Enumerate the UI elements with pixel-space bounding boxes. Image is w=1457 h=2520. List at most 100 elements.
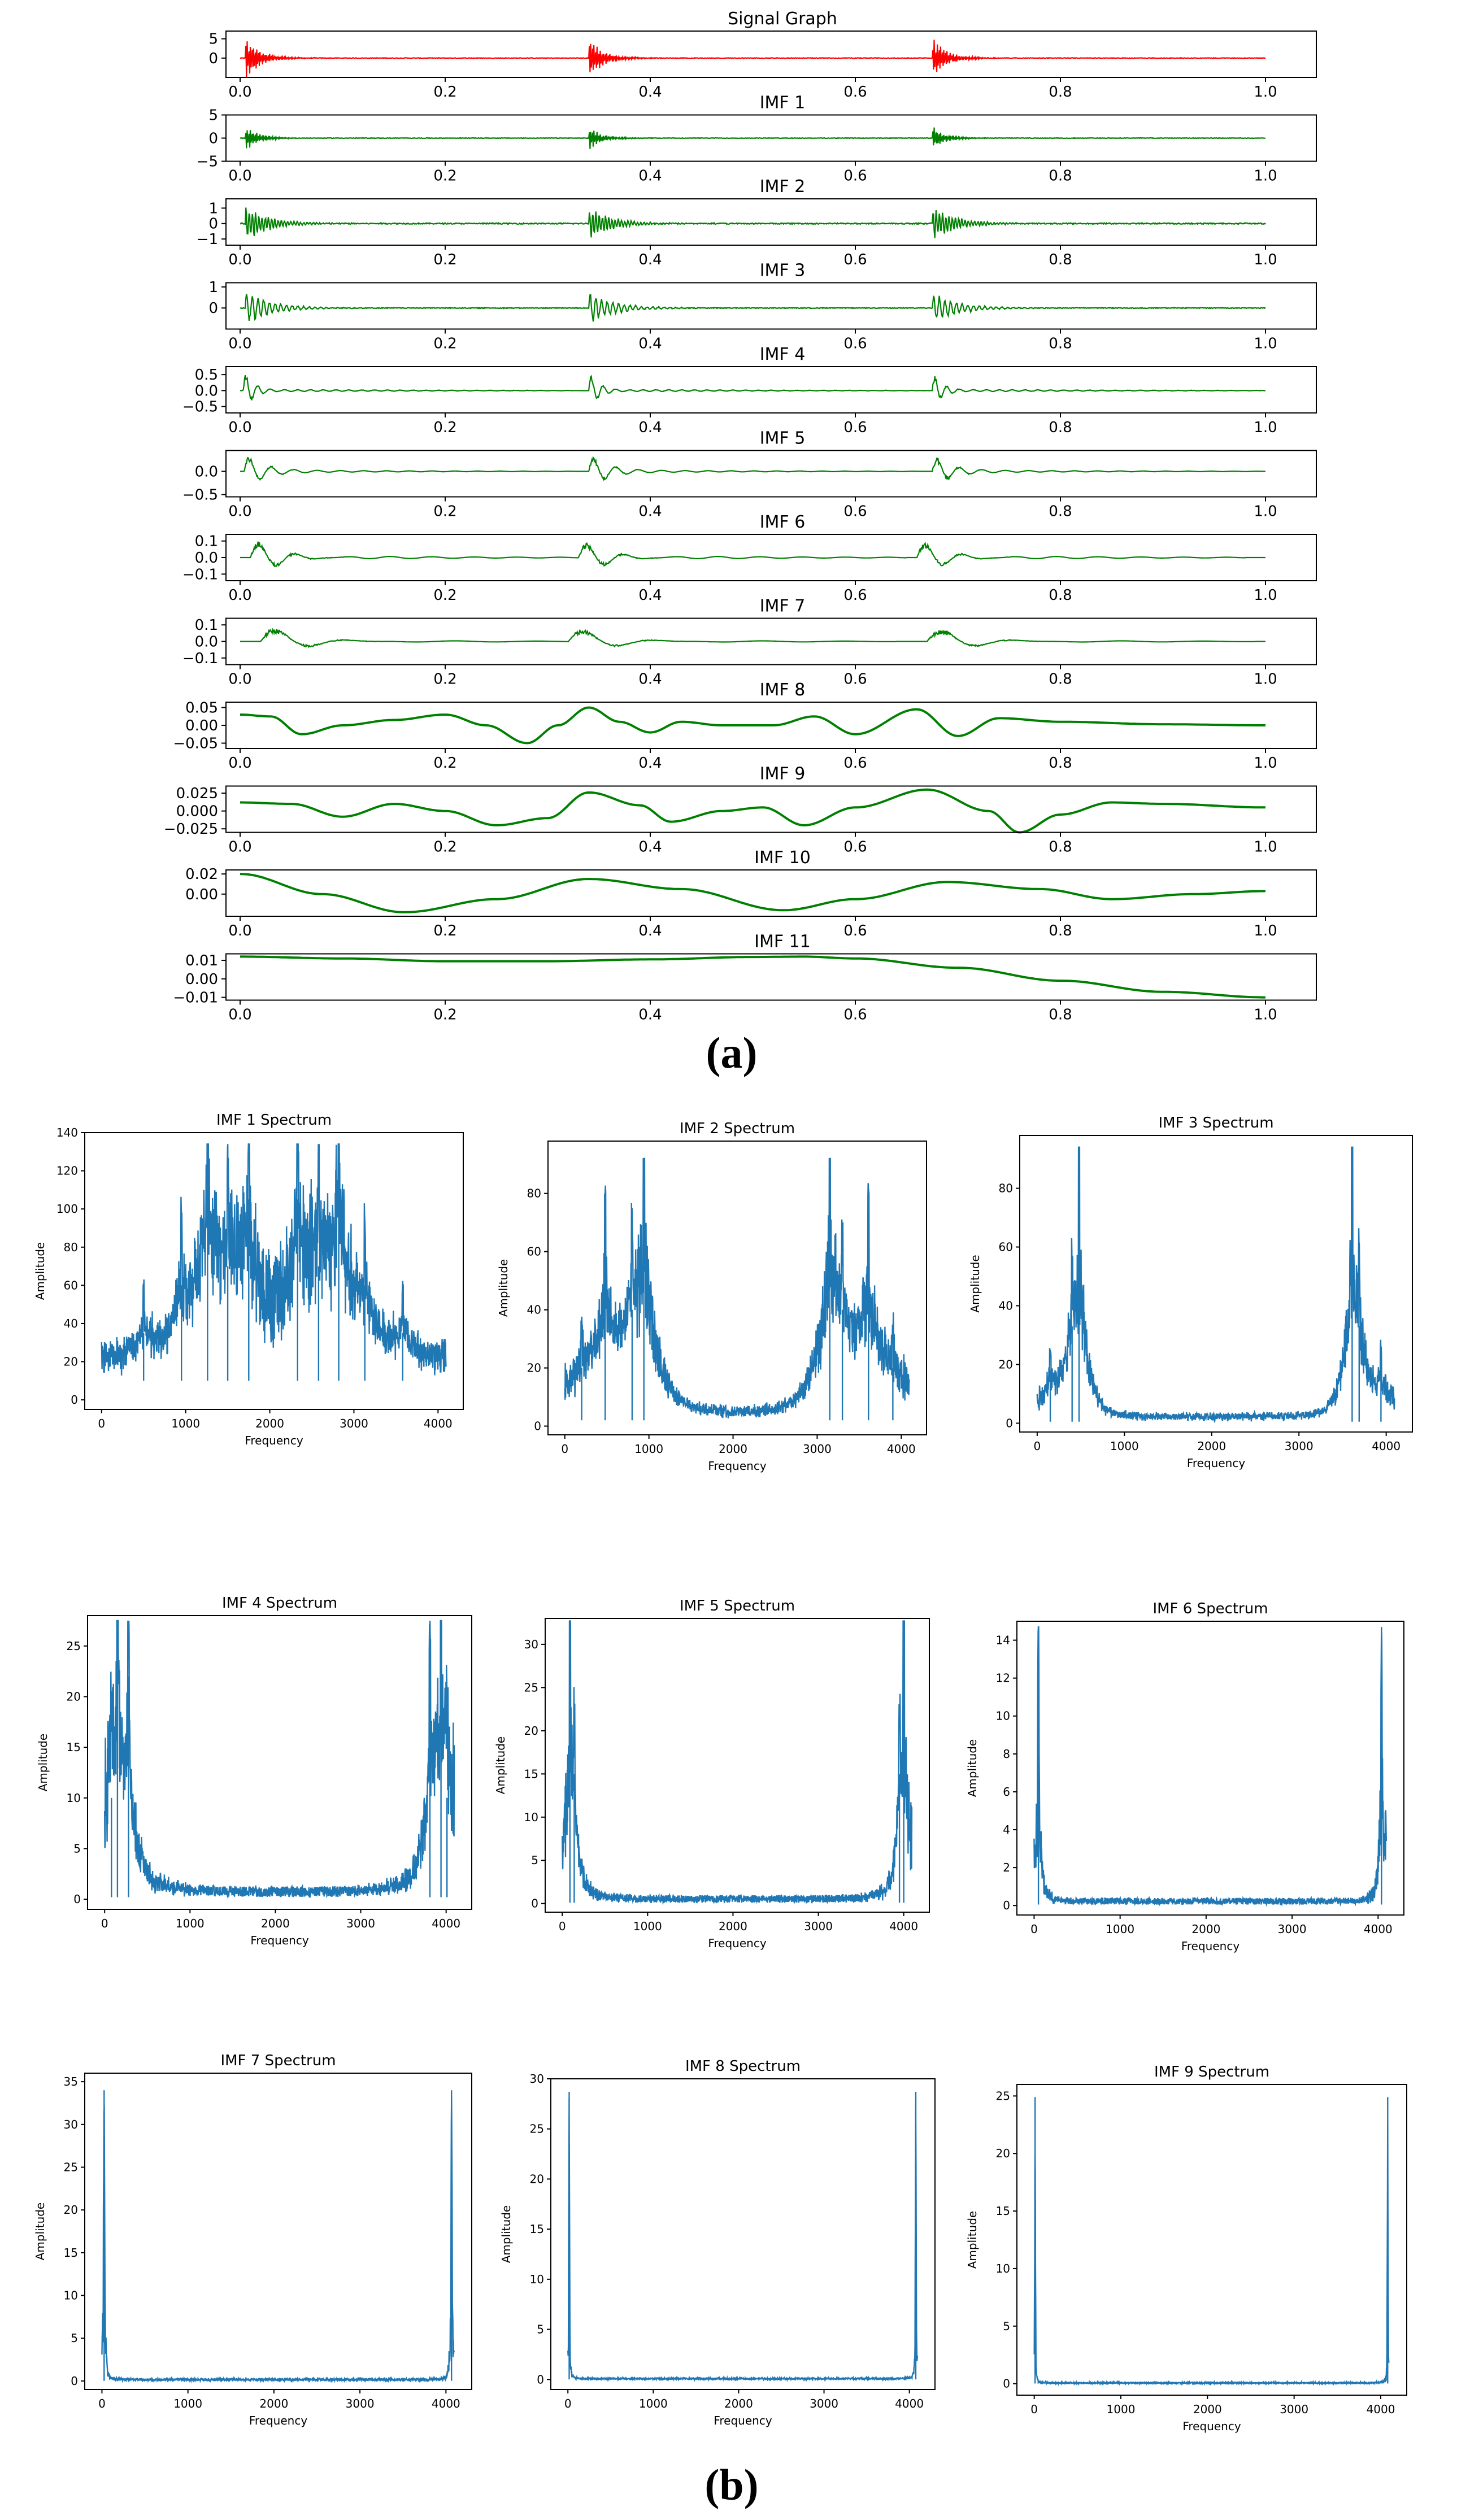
imf-2-xtick-label: 1.0 xyxy=(1254,251,1277,268)
spectrum-5-xtick-label: 1000 xyxy=(633,1920,662,1933)
spectrum-8-ylabel: Amplitude xyxy=(499,2205,513,2264)
spectrum-1-ylabel: Amplitude xyxy=(33,1242,47,1300)
imf-7-ytick-label: 0.1 xyxy=(195,617,218,634)
signal-line xyxy=(240,40,1266,78)
spectrum-2-ylabel: Amplitude xyxy=(497,1259,510,1317)
imf-3-xtick-label: 0.0 xyxy=(228,336,251,352)
spectrum-7-line xyxy=(101,2090,455,2384)
signal-xtick-label: 1.0 xyxy=(1254,84,1277,101)
spectrum-5-xtick-label: 3000 xyxy=(804,1920,833,1933)
imf-8-xtick-label: 1.0 xyxy=(1254,755,1277,772)
spectrum-2-title: IMF 2 Spectrum xyxy=(680,1120,795,1137)
imf-10-xtick-label: 0.8 xyxy=(1049,922,1072,939)
spectrum-7-ytick-label: 25 xyxy=(64,2160,78,2174)
imf-10-xtick-label: 0.4 xyxy=(638,922,662,939)
caption-a: (a) xyxy=(706,1028,758,1077)
spectrum-4-xtick-label: 4000 xyxy=(432,1917,460,1930)
imf-6-xtick-label: 0.6 xyxy=(843,587,867,604)
spectrum-5-xlabel: Frequency xyxy=(708,1936,766,1950)
spectrum-6-ytick-label: 14 xyxy=(996,1634,1010,1647)
imf-1-xtick-label: 0.8 xyxy=(1049,168,1072,185)
spectrum-7-xtick-label: 1000 xyxy=(173,2397,202,2410)
spectrum-7-ylabel: Amplitude xyxy=(33,2203,47,2261)
spectrum-5-ylabel: Amplitude xyxy=(494,1736,507,1795)
imf-6-xtick-label: 1.0 xyxy=(1254,587,1277,604)
spectrum-6-xtick-label: 4000 xyxy=(1364,1922,1393,1936)
spectrum-3-ytick-label: 60 xyxy=(999,1241,1013,1254)
imf-5-xtick-label: 0.4 xyxy=(638,503,662,520)
imf-11-xtick-label: 0.2 xyxy=(433,1007,456,1024)
imf-9-xtick-label: 0.2 xyxy=(433,839,456,856)
signal-xtick-label: 0.6 xyxy=(843,84,867,101)
spectrum-8-xtick-label: 0 xyxy=(564,2397,572,2410)
spectrum-4-ytick-label: 15 xyxy=(67,1740,81,1754)
imf-8-title: IMF 8 xyxy=(760,680,806,700)
spectrum-4-ytick-label: 0 xyxy=(73,1892,81,1906)
spectrum-4-axes-frame xyxy=(87,1615,472,1910)
spectrum-1-ytick-label: 140 xyxy=(56,1126,78,1139)
imf-9-xtick-label: 0.4 xyxy=(638,839,662,856)
spectrum-1-ytick-label: 40 xyxy=(64,1317,78,1330)
imf-5-xtick-label: 0.6 xyxy=(843,503,867,520)
spectrum-4-ytick-label: 25 xyxy=(67,1639,81,1653)
spectrum-8-xtick-label: 3000 xyxy=(810,2397,838,2410)
imf-9-line xyxy=(240,788,1265,834)
imf-8-ytick-label: −0.05 xyxy=(173,735,218,752)
signal-ytick-label: 5 xyxy=(208,31,218,48)
spectrum-4-xtick-label: 2000 xyxy=(261,1917,290,1930)
imf-11-xtick-label: 0.0 xyxy=(228,1007,251,1024)
imf-6-xtick-label: 0.2 xyxy=(433,587,456,604)
imf-4-ytick-label: 0.5 xyxy=(195,367,218,384)
spectrum-7-ytick-label: 20 xyxy=(64,2203,78,2217)
imf-2-ytick-label: 1 xyxy=(208,200,218,217)
spectrum-9-ytick-label: 10 xyxy=(996,2262,1010,2275)
imf-7-xtick-label: 0.0 xyxy=(228,671,251,688)
spectrum-1-xlabel: Frequency xyxy=(245,1434,303,1447)
spectrum-4-ylabel: Amplitude xyxy=(36,1734,50,1792)
spectrum-1-ytick-label: 20 xyxy=(64,1355,78,1369)
imf-8-ytick-label: 0.00 xyxy=(185,717,218,734)
spectrum-6-line xyxy=(1033,1626,1387,1907)
spectrum-5-ytick-label: 20 xyxy=(524,1724,538,1738)
imf-9-title: IMF 9 xyxy=(760,764,806,784)
imf-11-xtick-label: 0.4 xyxy=(638,1007,662,1024)
imf-1-xtick-label: 0.6 xyxy=(843,168,867,185)
spectrum-5-ytick-label: 5 xyxy=(531,1853,538,1867)
imf-8-xtick-label: 0.6 xyxy=(843,755,867,772)
imf-3-xtick-label: 0.6 xyxy=(843,336,867,352)
imf-11-xtick-label: 0.8 xyxy=(1049,1007,1072,1024)
spectrum-1-xtick-label: 1000 xyxy=(171,1417,200,1430)
spectrum-8-ytick-label: 25 xyxy=(530,2122,544,2136)
spectrum-2-ytick-label: 80 xyxy=(527,1187,541,1200)
imf-2-xtick-label: 0.0 xyxy=(228,251,251,268)
imf-10-ytick-label: 0.02 xyxy=(185,866,218,883)
imf-11-xtick-label: 0.6 xyxy=(843,1007,867,1024)
imf-4-xtick-label: 0.2 xyxy=(433,419,456,436)
spectrum-6-ytick-label: 10 xyxy=(996,1709,1010,1723)
imf-11-line xyxy=(240,955,1265,999)
spectrum-7-ytick-label: 5 xyxy=(71,2331,78,2345)
imf-6-ytick-label: 0.1 xyxy=(195,533,218,550)
imf-8-xtick-label: 0.8 xyxy=(1049,755,1072,772)
imf-4-line xyxy=(240,375,1266,401)
spectrum-9-ytick-label: 15 xyxy=(996,2204,1010,2218)
imf-9-ytick-label: 0.000 xyxy=(176,803,218,820)
spectrum-8-ytick-label: 10 xyxy=(530,2273,544,2286)
spectrum-3-ytick-label: 40 xyxy=(999,1299,1013,1312)
spectrum-2-ytick-label: 20 xyxy=(527,1361,541,1375)
signal-title: Signal Graph xyxy=(728,9,837,29)
spectrum-7-xtick-label: 4000 xyxy=(432,2397,460,2410)
imf-9-ytick-label: 0.025 xyxy=(176,785,218,802)
spectrum-5-axes-frame xyxy=(545,1618,930,1913)
spectrum-3-ylabel: Amplitude xyxy=(968,1255,982,1313)
imf-3-xtick-label: 0.2 xyxy=(433,336,456,352)
spectrum-3-title: IMF 3 Spectrum xyxy=(1158,1115,1273,1131)
spectrum-5-xtick-label: 0 xyxy=(559,1920,566,1933)
spectrum-3-ytick-label: 80 xyxy=(999,1182,1013,1195)
imf-11-axes-frame xyxy=(225,953,1317,1001)
imf-3-axes-frame xyxy=(225,282,1317,330)
imf-9-xtick-label: 1.0 xyxy=(1254,839,1277,856)
signal-xtick-label: 0.4 xyxy=(638,84,662,101)
imf-4-ytick-label: 0.0 xyxy=(195,382,218,399)
